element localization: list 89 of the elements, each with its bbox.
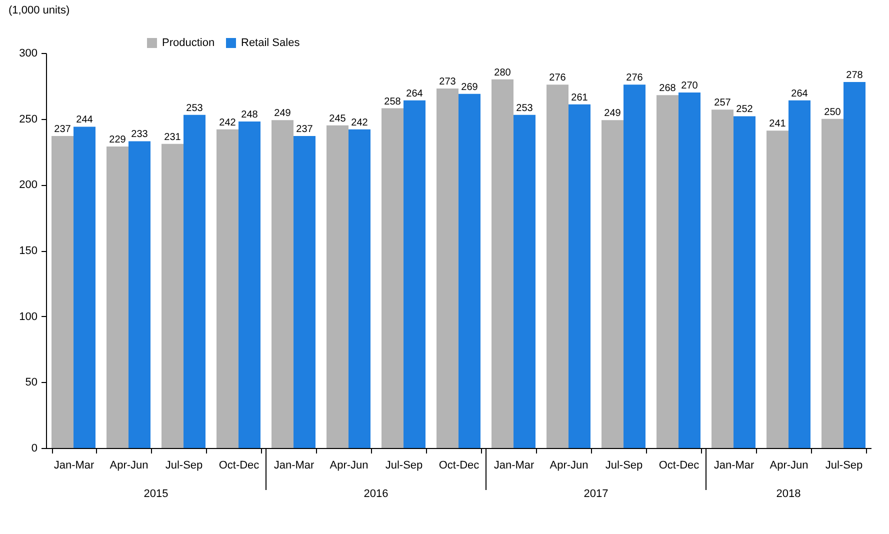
- data-label: 249: [604, 108, 622, 120]
- x-tick-label: Apr-Jun: [330, 460, 368, 472]
- data-label: 270: [681, 80, 698, 92]
- x-tick-label: Oct-Dec: [438, 460, 480, 472]
- data-label: 253: [186, 102, 204, 114]
- x-tick-label: Jan-Mar: [714, 460, 755, 472]
- data-label: 264: [406, 88, 424, 100]
- x-tick-label: Jul-Sep: [165, 460, 203, 472]
- y-tick-label: 100: [19, 310, 38, 323]
- x-tick-label: Apr-Jun: [770, 460, 808, 472]
- x-tick-label: Jul-Sep: [825, 460, 863, 472]
- bar: [458, 94, 480, 448]
- x-tick-label: Apr-Jun: [550, 460, 588, 472]
- x-tick-label: Jan-Mar: [494, 460, 535, 472]
- bar: [326, 125, 348, 448]
- text: 2016: [364, 488, 388, 500]
- bar: [734, 116, 756, 448]
- bar: [272, 120, 294, 448]
- bar: [712, 110, 734, 448]
- data-label: 242: [219, 117, 236, 128]
- data-label: 237: [296, 124, 314, 135]
- data-label: 245: [329, 113, 346, 124]
- bar: [74, 126, 96, 448]
- data-label: 253: [516, 102, 534, 114]
- bar: [216, 129, 238, 448]
- bar: [514, 114, 536, 448]
- data-label: 276: [626, 72, 644, 84]
- bar: [546, 84, 568, 448]
- legend-label: Production: [162, 37, 215, 49]
- bar: [624, 84, 646, 448]
- bar: [404, 100, 426, 448]
- data-label: 248: [241, 109, 258, 120]
- bar: [492, 79, 514, 448]
- data-label: 242: [351, 117, 368, 128]
- bar: [238, 121, 260, 448]
- data-label: 244: [76, 114, 94, 126]
- data-label: 233: [131, 129, 148, 140]
- bar: [52, 136, 74, 448]
- bar: [844, 82, 866, 448]
- x-tick-label: Jan-Mar: [54, 460, 95, 472]
- data-label: 268: [659, 83, 676, 94]
- data-label: 241: [769, 118, 786, 130]
- bar: [294, 136, 316, 448]
- data-label: 261: [571, 92, 588, 104]
- text: 2017: [584, 488, 608, 500]
- bar: [436, 88, 458, 448]
- data-label: 264: [791, 88, 808, 100]
- y-tick-label: 250: [19, 113, 38, 126]
- data-label: 249: [274, 108, 292, 120]
- bar: [382, 108, 404, 448]
- y-tick-label: 0: [31, 442, 38, 454]
- bar: [184, 114, 206, 448]
- y-tick-label: 200: [19, 179, 38, 192]
- data-label: 229: [109, 134, 126, 146]
- data-label: 231: [164, 132, 182, 143]
- data-label: 269: [461, 82, 478, 93]
- x-tick-label: Oct-Dec: [218, 460, 260, 472]
- bar: [128, 141, 150, 448]
- bar: [348, 129, 370, 448]
- legend-label: Retail Sales: [241, 37, 300, 49]
- data-label: 278: [846, 70, 864, 81]
- y-tick-label: 300: [19, 48, 38, 60]
- bar: [822, 118, 844, 448]
- y-axis-title: (1,000 units): [8, 4, 70, 16]
- text: 2018: [776, 488, 801, 500]
- bar: [656, 95, 678, 448]
- data-label: 250: [824, 106, 842, 118]
- data-label: 273: [439, 76, 456, 88]
- bar: [162, 144, 184, 448]
- bar: [678, 92, 700, 448]
- x-tick-label: Jan-Mar: [274, 460, 315, 472]
- bar: [568, 104, 590, 448]
- data-label: 280: [494, 67, 512, 78]
- x-tick-label: Oct-Dec: [658, 460, 700, 472]
- bar: [602, 120, 624, 448]
- data-label: 237: [54, 124, 72, 135]
- bar: [788, 100, 810, 448]
- data-label: 252: [736, 104, 754, 116]
- y-tick-label: 50: [25, 376, 38, 389]
- x-tick-label: Jul-Sep: [385, 460, 423, 472]
- text: 2015: [144, 488, 168, 500]
- bar: [766, 130, 788, 448]
- data-label: 258: [384, 96, 402, 108]
- bar: [106, 146, 128, 448]
- x-tick-label: Apr-Jun: [110, 460, 148, 472]
- x-tick-label: Jul-Sep: [605, 460, 643, 472]
- y-tick-label: 150: [19, 245, 38, 257]
- data-label: 257: [714, 98, 732, 109]
- data-label: 276: [549, 72, 566, 84]
